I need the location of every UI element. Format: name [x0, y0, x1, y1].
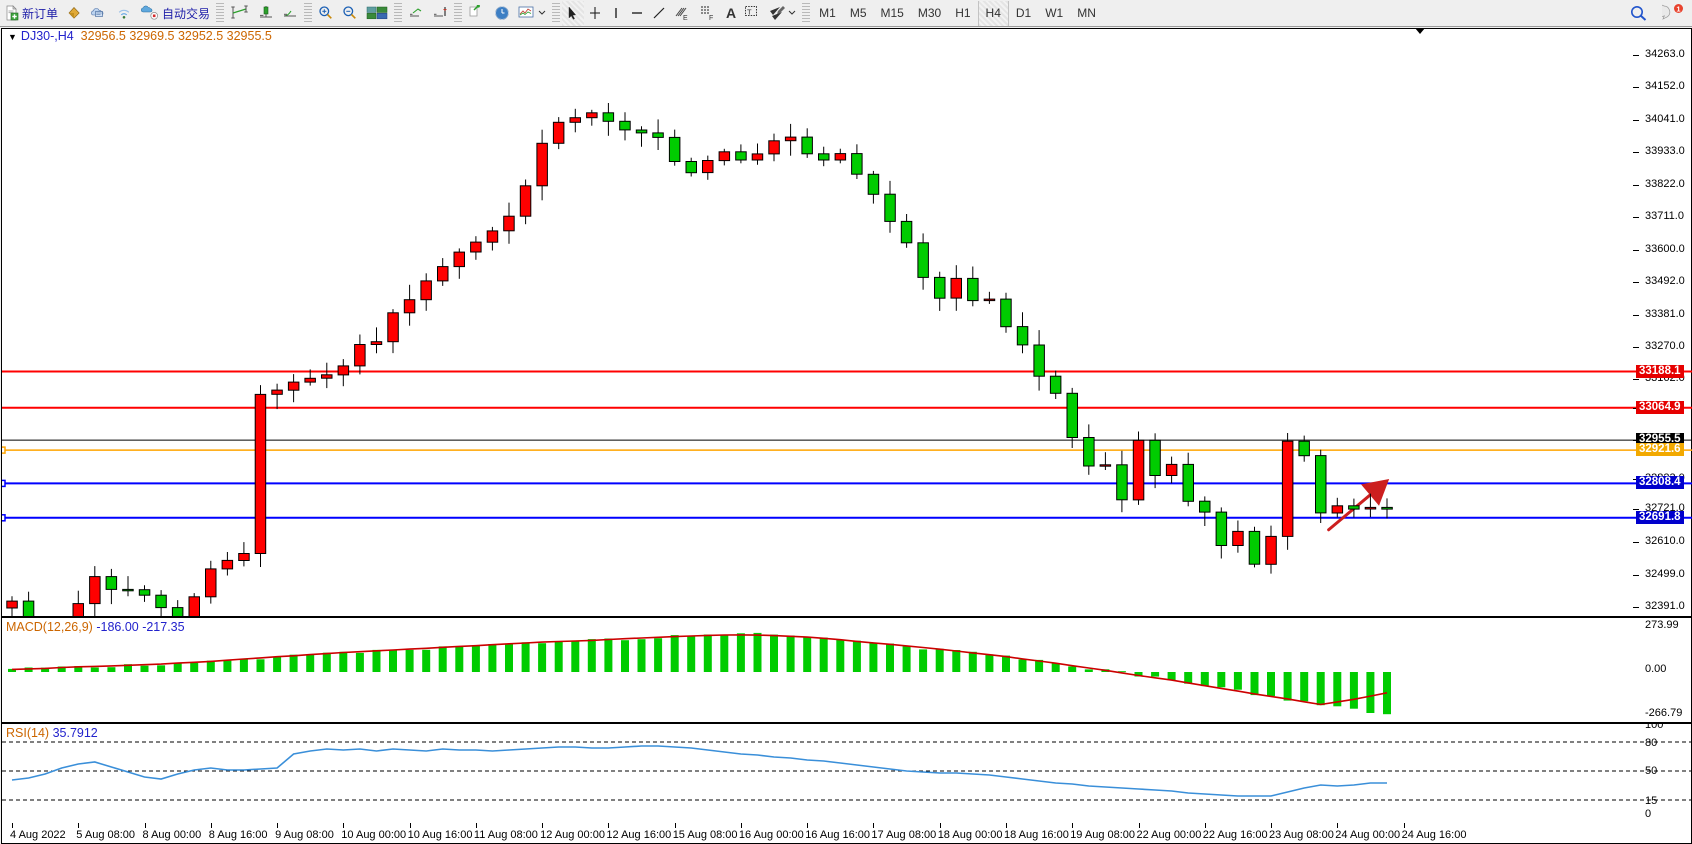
svg-text:E: E	[683, 15, 688, 21]
svg-text:F: F	[709, 15, 713, 21]
svg-text:T: T	[747, 8, 752, 17]
svg-text:1: 1	[1676, 4, 1680, 13]
